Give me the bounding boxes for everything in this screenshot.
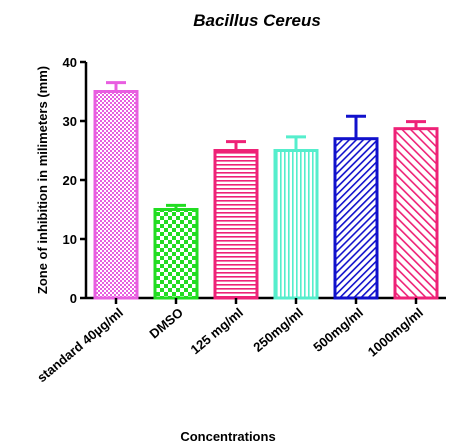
bar [333, 137, 379, 300]
x-tick-label: 500mg/ml [310, 305, 366, 355]
y-tick-label: 30 [63, 114, 77, 129]
x-axis-title: Concentrations [180, 429, 275, 444]
bar [93, 90, 139, 300]
bar [153, 208, 199, 300]
bar [213, 149, 259, 300]
x-tick-label: standard 40µg/ml [34, 305, 126, 385]
x-tick-label: DMSO [146, 305, 186, 342]
plot-area: 0 10 20 30 40 standard 40µg/ml DMSO 125 mg/ml 25… [34, 55, 446, 385]
y-tick-label: 0 [70, 291, 77, 306]
y-tick-label: 20 [63, 173, 77, 188]
y-tick-label: 10 [63, 232, 77, 247]
x-tick-label: 1000mg/ml [365, 305, 426, 360]
bar [393, 127, 439, 300]
y-axis-title: Zone of inhibition in milimeters (mm) [35, 66, 50, 294]
x-tick-label: 125 mg/ml [188, 305, 246, 357]
bar [273, 149, 319, 300]
y-tick-label: 40 [63, 55, 77, 70]
chart-title: Bacillus Cereus [193, 11, 321, 30]
x-tick-label: 250mg/ml [250, 305, 306, 355]
